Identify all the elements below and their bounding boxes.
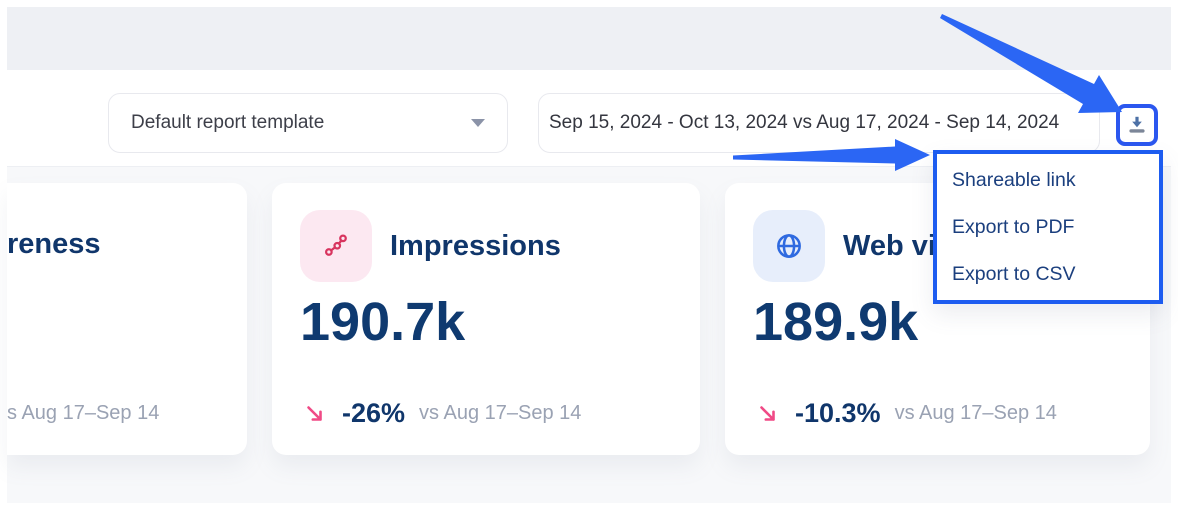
awareness-card-title: reness (7, 228, 101, 260)
impressions-trend-row: -26% vs Aug 17–Sep 14 (302, 398, 581, 429)
awareness-comparison-label: s Aug 17–Sep 14 (7, 402, 160, 424)
trend-down-icon (760, 405, 775, 421)
web-visits-comparison-label: vs Aug 17–Sep 14 (894, 402, 1057, 424)
date-range-input[interactable]: Sep 15, 2024 - Oct 13, 2024 vs Aug 17, 2… (538, 93, 1100, 153)
impressions-card-title: Impressions (390, 229, 561, 262)
impressions-card-header: Impressions (300, 210, 561, 282)
scatter-trend-icon (325, 234, 347, 256)
web-visits-icon-badge (753, 210, 825, 282)
menu-item-export-csv[interactable]: Export to CSV (952, 263, 1076, 285)
globe-icon (777, 234, 801, 258)
chevron-down-icon (471, 119, 485, 127)
impressions-comparison-label: vs Aug 17–Sep 14 (419, 402, 582, 424)
web-visits-value: 189.9k (753, 292, 919, 352)
impressions-icon-badge (300, 210, 372, 282)
export-menu-list: Shareable link Export to PDF Export to C… (937, 154, 1159, 298)
awareness-card: reness s Aug 17–Sep 14 (7, 183, 247, 455)
top-band (7, 7, 1171, 71)
download-export-button[interactable] (1116, 104, 1158, 146)
impressions-value: 190.7k (300, 292, 466, 352)
download-icon (1129, 116, 1145, 133)
metrics-section: reness s Aug 17–Sep 14 Impressions 190.7… (7, 166, 1171, 503)
report-template-select[interactable]: Default report template (108, 93, 508, 153)
export-dropdown-menu: Shareable link Export to PDF Export to C… (933, 150, 1163, 304)
menu-item-shareable-link[interactable]: Shareable link (952, 169, 1076, 191)
web-visits-change-percent: -10.3% (795, 398, 881, 428)
report-template-select-value: Default report template (131, 112, 325, 133)
date-range-value: Sep 15, 2024 - Oct 13, 2024 vs Aug 17, 2… (549, 112, 1060, 133)
impressions-change-percent: -26% (342, 398, 406, 428)
web-visits-trend-row: -10.3% vs Aug 17–Sep 14 (755, 398, 1057, 429)
trend-down-icon (307, 405, 322, 421)
impressions-card: Impressions 190.7k -26% vs Aug 17–Sep 14 (272, 183, 700, 455)
menu-item-export-pdf[interactable]: Export to PDF (952, 216, 1075, 238)
